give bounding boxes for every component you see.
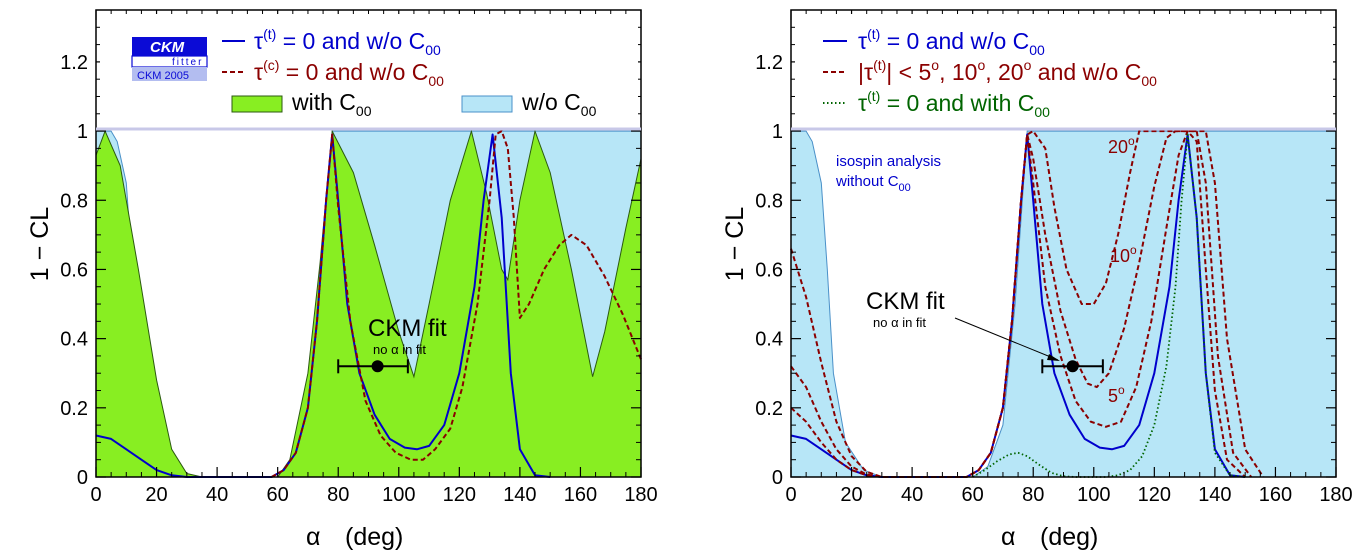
left-legend-tau-t: τ(t) = 0 and w/o C00 (254, 26, 441, 58)
left-legend-tau-c: τ(c) = 0 and w/o C00 (254, 57, 444, 89)
right-y-tick-label: 1 (772, 121, 783, 143)
left-legend-swatch-with-c00 (231, 95, 283, 113)
left-x-tick-label: 40 (206, 484, 228, 506)
label-5-deg: 5o (1108, 383, 1125, 406)
ckm-fit-arrowhead (1047, 354, 1060, 361)
left-chart-panel: 0 20 40 60 80 100 120 140 160 180 0 0.2 0.4 0.6 0.8 1 1.… (26, 9, 658, 551)
isospin-annotation-line1: isospin analysis (836, 153, 941, 170)
right-y-tick-label: 0.4 (755, 329, 783, 351)
left-x-tick-label: 100 (382, 484, 415, 506)
right-chart-panel: 0 20 40 60 80 100 120 140 160 180 0 0.2 0.4 0.6 0.8 1 1.… (721, 9, 1353, 551)
left-x-tick-label: 80 (327, 484, 349, 506)
left-y-tick-label: 1.2 (60, 52, 88, 74)
right-x-tick-label: 60 (962, 484, 984, 506)
right-x-tick-label: 100 (1077, 484, 1110, 506)
left-legend-with-c00: with C00 (291, 89, 372, 119)
right-x-axis-title-symbol: α (1001, 523, 1015, 551)
right-x-tick-label: 40 (901, 484, 923, 506)
right-legend-with-c00: τ(t) = 0 and with C00 (858, 88, 1050, 120)
right-x-tick-label: 0 (785, 484, 796, 506)
left-ckm-fit-marker (371, 360, 384, 373)
left-y-tick-label: 0 (77, 467, 88, 489)
right-y-tick-label: 0.8 (755, 190, 783, 212)
right-y-tick-label: 0.2 (755, 398, 783, 420)
label-10-deg: 10o (1110, 243, 1137, 266)
right-y-tick-label: 0.6 (755, 259, 783, 281)
left-y-tick-label: 1 (77, 121, 88, 143)
left-y-axis-title: 1 − CL (26, 207, 54, 281)
label-20-deg: 20o (1108, 134, 1135, 157)
right-x-axis-title-unit: (deg) (1040, 523, 1098, 551)
left-x-tick-label: 120 (443, 484, 476, 506)
left-x-tick-label: 60 (267, 484, 289, 506)
left-legend-wo-c00: w/o C00 (521, 89, 597, 119)
left-series-with_c00 (95, 129, 642, 478)
ckmfitter-logo: CKM fitter CKM 2005 (131, 37, 208, 82)
left-ckm-fit-label: CKM fit (368, 315, 447, 342)
logo-text-ckm: CKM (150, 39, 185, 56)
logo-bottom-bar (132, 67, 207, 81)
right-legend-tau-bounds: |τ(t)| < 5o, 10o, 20o and w/o C00 (858, 57, 1157, 89)
right-ckm-fit-point (1041, 359, 1104, 374)
left-x-tick-label: 140 (503, 484, 536, 506)
left-x-tick-label: 160 (564, 484, 597, 506)
left-x-axis-title-symbol: α (306, 523, 320, 551)
left-y-tick-label: 0.4 (60, 329, 88, 351)
left-legend-swatch-wo-c00 (461, 95, 513, 113)
left-y-tick-label: 0.8 (60, 190, 88, 212)
left-ckm-fit-point (337, 359, 409, 374)
left-y-tick-label: 0.2 (60, 398, 88, 420)
right-ckm-fit-label: CKM fit (866, 288, 945, 315)
right-y-tick-label: 0 (772, 467, 783, 489)
right-ckm-fit-marker (1066, 360, 1079, 373)
isospin-annotation-line2: without C00 (835, 173, 911, 194)
right-y-axis-title: 1 − CL (721, 207, 749, 281)
right-x-tick-label: 20 (840, 484, 862, 506)
right-x-tick-label: 160 (1259, 484, 1292, 506)
left-x-tick-label: 180 (624, 484, 657, 506)
left-x-tick-label: 20 (145, 484, 167, 506)
left-series-tau_c_wo_c00 (271, 130, 642, 478)
left-ckm-fit-sublabel: no α in fit (373, 342, 426, 357)
right-x-tick-label: 80 (1022, 484, 1044, 506)
left-x-tick-label: 0 (90, 484, 101, 506)
left-x-axis-title-unit: (deg) (345, 523, 403, 551)
right-ckm-fit-sublabel: no α in fit (873, 315, 926, 330)
ckm-fit-arrow (954, 317, 1059, 361)
right-x-tick-label: 120 (1138, 484, 1171, 506)
left-y-tick-label: 0.6 (60, 259, 88, 281)
right-legend-box (795, 14, 1333, 124)
right-y-tick-label: 1.2 (755, 52, 783, 74)
logo-top-bar (132, 37, 207, 56)
right-series-tau20 (790, 130, 1265, 478)
right-x-tick-label: 140 (1198, 484, 1231, 506)
right-legend-tau-t: τ(t) = 0 and w/o C00 (858, 26, 1045, 58)
right-x-tick-label: 180 (1319, 484, 1352, 506)
logo-text-year: CKM 2005 (137, 70, 189, 82)
logo-text-fitter: fitter (172, 57, 203, 68)
